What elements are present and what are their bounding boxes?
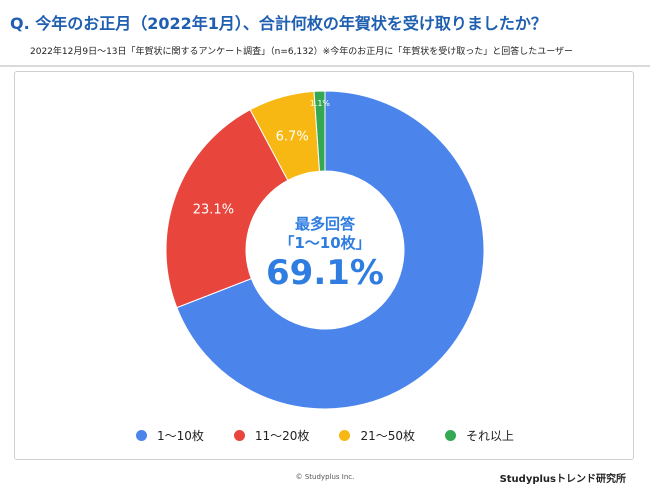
- slice-value-label-2: 23.1%: [193, 203, 234, 218]
- legend-label: 1〜10枚: [156, 428, 204, 443]
- center-label-top: 最多回答: [295, 215, 356, 233]
- slice-labels: 23.1% 6.7% 1.1%: [193, 99, 331, 218]
- donut-slice-2: [165, 109, 289, 309]
- legend-swatch: [444, 429, 456, 441]
- legend-item-4: それ以上: [444, 425, 514, 445]
- brand-logo-text: Studyplusトレンド研究所: [499, 474, 626, 485]
- legend-item-3: 21〜50枚: [339, 425, 415, 445]
- center-label-category: 「1〜10枚」: [279, 234, 370, 252]
- legend-swatch: [233, 429, 245, 441]
- legend-label: 21〜50枚: [360, 428, 415, 443]
- header-divider: [0, 65, 650, 67]
- legend-swatch: [339, 429, 351, 441]
- donut-slices: [165, 90, 485, 410]
- survey-subtitle: 2022年12月9日〜13日「年賀状に関するアンケート調査」（n=6,132）※…: [30, 47, 574, 57]
- donut-slice-1: [176, 90, 485, 410]
- slice-value-label-4: 1.1%: [310, 99, 331, 108]
- donut-slice-4: [313, 90, 326, 172]
- legend-swatch: [135, 429, 147, 441]
- legend-label: それ以上: [465, 428, 514, 443]
- copyright-text: © Studyplus Inc.: [295, 473, 355, 481]
- slice-value-label-3: 6.7%: [276, 130, 309, 145]
- legend-item-2: 11〜20枚: [233, 425, 310, 445]
- page-title: Q. 今年のお正月（2022年1月）、合計何枚の年賀状を受け取りましたか？: [10, 14, 547, 33]
- legend-item-1: 1〜10枚: [135, 425, 204, 445]
- center-label-value: 69.1%: [266, 253, 384, 293]
- legend-label: 11〜20枚: [254, 428, 310, 443]
- chart-legend: 1〜10枚 11〜20枚 21〜50枚 それ以上: [0, 425, 650, 445]
